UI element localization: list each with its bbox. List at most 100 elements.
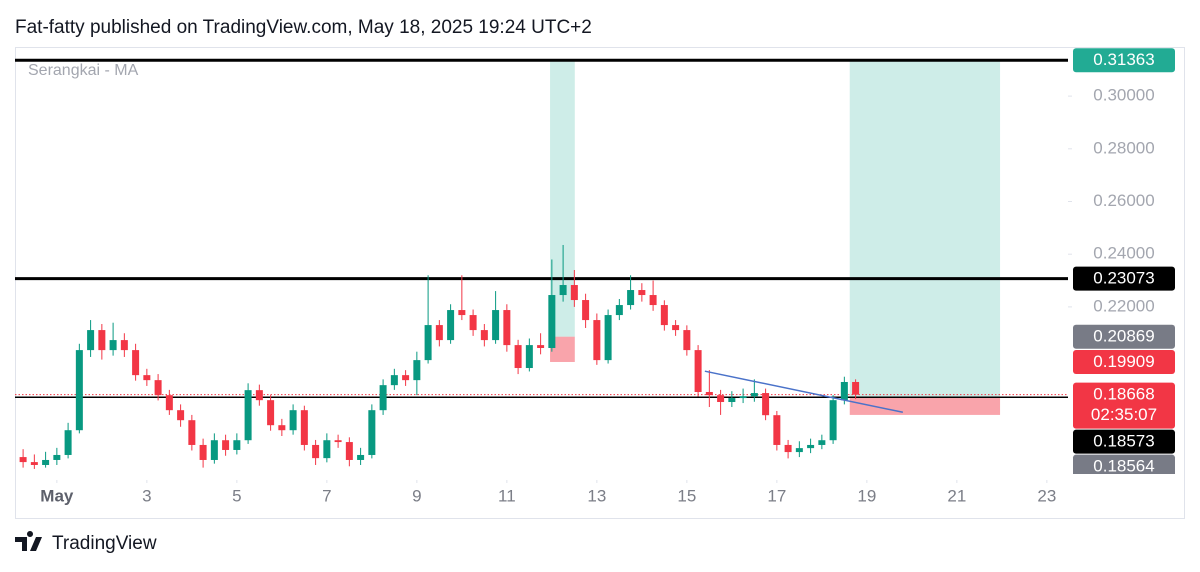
candle-body: [458, 310, 466, 316]
candle-body: [469, 315, 477, 331]
candle-body: [323, 440, 331, 459]
price-label-bg: [1073, 324, 1175, 349]
trendline: [704, 370, 904, 414]
x-tick-label: 17: [767, 486, 786, 505]
candle-body: [42, 459, 50, 465]
price-label-bg: [1073, 266, 1175, 291]
candle-body: [503, 310, 511, 346]
price-label-bg: [1073, 429, 1175, 454]
plot-area: [15, 58, 1068, 469]
price-label: 0.18668: [1093, 385, 1154, 404]
x-tick-label: 3: [142, 486, 151, 505]
candle-body: [514, 345, 522, 369]
candle-body: [87, 330, 95, 351]
candle-body: [210, 440, 218, 460]
candle-body: [739, 396, 747, 399]
candle-body: [795, 448, 803, 453]
x-tick-label: 5: [232, 486, 241, 505]
footer-logo: [15, 530, 42, 551]
price-label-bg: [1073, 454, 1175, 474]
candle-body: [570, 285, 578, 301]
candle-body: [447, 310, 455, 341]
candle-body: [615, 305, 623, 316]
candle-body: [244, 390, 252, 441]
candle-body: [75, 350, 83, 431]
candle-body: [255, 390, 263, 401]
x-tick-label: 15: [677, 486, 696, 505]
price-axis: 0.22000 0.24000 0.26000 0.28000 0.30000 0.313…: [1068, 48, 1175, 476]
candle-body: [492, 310, 500, 341]
y-tick-label: 0.30000: [1093, 86, 1154, 105]
indicator-label: Serangkai - MA: [28, 62, 139, 79]
candle-body: [548, 295, 556, 348]
x-tick-label: 11: [498, 486, 516, 505]
candle-body: [593, 320, 601, 361]
y-tick-label: 0.22000: [1093, 296, 1154, 315]
candle-body: [852, 381, 860, 395]
candle-body: [300, 410, 308, 445]
candle-body: [53, 454, 61, 460]
candle-body: [413, 360, 421, 381]
x-tick-label: 23: [1037, 486, 1056, 505]
candle-body: [672, 325, 680, 331]
candle-body: [109, 340, 117, 351]
y-tick-label: 0.24000: [1093, 244, 1154, 263]
candle-body: [525, 345, 533, 369]
candle-body: [582, 300, 590, 321]
candle-body: [762, 393, 770, 416]
candle-body: [165, 395, 173, 411]
candle-body: [379, 385, 387, 411]
price-label-bg: [1073, 349, 1175, 374]
candle-body: [132, 350, 140, 376]
price-label: 0.23073: [1093, 269, 1154, 288]
candle-body: [120, 340, 128, 351]
price-label-bg: [1073, 48, 1175, 73]
candle-body: [773, 415, 781, 445]
candle-body: [627, 290, 635, 306]
candle-body: [278, 425, 286, 431]
candle-body: [289, 410, 297, 431]
price-label: 0.18573: [1093, 432, 1154, 451]
candle-body: [345, 442, 353, 460]
candle-body: [435, 325, 443, 341]
chart-frame: [15, 47, 1185, 519]
candle-body: [559, 285, 567, 296]
candle-body: [784, 444, 792, 453]
candle-body: [312, 444, 320, 459]
candle-body: [649, 295, 657, 306]
candle-body: [143, 375, 151, 381]
candle-body: [402, 375, 410, 381]
candle-body: [717, 395, 725, 403]
x-tick-label: 9: [412, 486, 421, 505]
profit-zone: [849, 60, 1001, 398]
candle-body: [368, 410, 376, 455]
candle-body: [19, 457, 27, 463]
header: Fat-fatty published on TradingView.com, …: [15, 17, 592, 38]
x-tick-label: 21: [947, 486, 966, 505]
candle-body: [728, 398, 736, 403]
candle-body: [840, 381, 848, 401]
y-tick-label: 0.26000: [1093, 191, 1154, 210]
candle-body: [154, 380, 162, 396]
time-axis: May 3 5 7 9 11 13 15 17 19 21 23: [40, 480, 1056, 505]
footer: TradingView: [52, 533, 157, 554]
y-tick-label: 0.28000: [1093, 138, 1154, 157]
candle-body: [694, 350, 702, 392]
candle-body: [64, 430, 72, 455]
price-label: 0.19909: [1093, 352, 1154, 371]
x-tick-label: May: [40, 486, 74, 505]
candle-body: [390, 375, 398, 386]
x-tick-label: 19: [857, 486, 876, 505]
candle-body: [188, 420, 196, 445]
candle-body: [357, 454, 365, 460]
candle-body: [267, 400, 275, 426]
candle-body: [750, 393, 758, 397]
candle-body: [222, 440, 230, 450]
candle-body: [638, 290, 646, 296]
candle-body: [683, 330, 691, 351]
countdown: 02:35:07: [1091, 405, 1157, 424]
price-label: 0.18564: [1093, 457, 1154, 476]
